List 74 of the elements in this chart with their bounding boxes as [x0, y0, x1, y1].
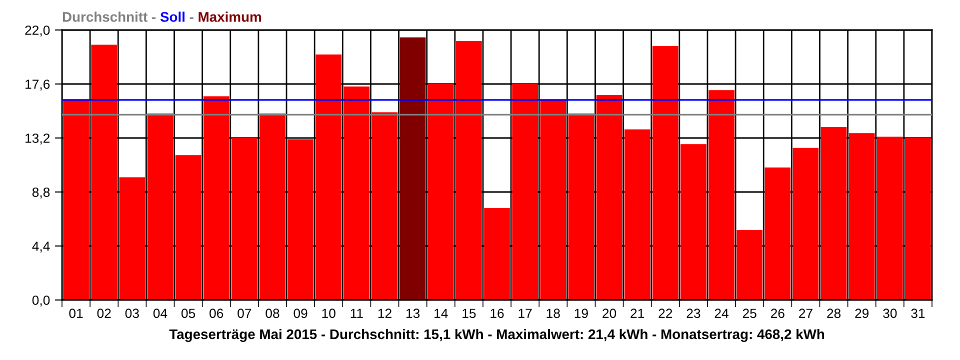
bar: [119, 177, 146, 300]
x-tick-label: 28: [827, 308, 841, 318]
x-tick-label: 07: [238, 308, 252, 318]
x-tick-label: 23: [686, 308, 700, 318]
text: -: [152, 17, 156, 19]
bar: [680, 144, 706, 300]
x-tick-label: 13: [406, 308, 420, 318]
x-tick-label: 20: [602, 308, 616, 318]
bar: [568, 113, 594, 300]
y-tick-label: 4,4: [32, 242, 50, 252]
bar: [484, 208, 510, 300]
bar: [147, 113, 174, 300]
bar: [540, 100, 566, 300]
bar: [764, 167, 791, 300]
x-tick-label: 14: [434, 308, 448, 318]
x-tick-label: 17: [518, 308, 532, 318]
bar: [652, 46, 678, 300]
bar: [736, 230, 762, 300]
x-tick-label: 26: [770, 308, 784, 318]
bar: [232, 138, 258, 300]
bar: [372, 112, 398, 300]
bar: [91, 44, 118, 300]
x-tick-label: 29: [855, 308, 869, 318]
x-tick-label: 09: [294, 308, 308, 318]
bar: [512, 84, 538, 300]
bar: [63, 100, 89, 300]
x-tick-label: 12: [378, 308, 392, 318]
text: Maximum: [198, 12, 261, 22]
x-tick-label: 11: [350, 308, 363, 318]
bar: [288, 139, 314, 300]
bar: [456, 41, 482, 300]
bar: [596, 95, 622, 300]
bar: [624, 129, 650, 300]
x-tick-label: 08: [266, 308, 280, 318]
bar: [260, 113, 286, 300]
text: -: [190, 17, 194, 19]
x-tick-label: 02: [97, 308, 111, 318]
y-tick-label: 22,0: [25, 26, 50, 36]
x-tick-label: 04: [153, 308, 168, 318]
bar: [848, 133, 875, 300]
x-tick-label: 24: [714, 308, 728, 318]
ref-line-label: Durchschnitt: [62, 12, 148, 22]
bar: [792, 148, 819, 300]
x-tick-label: 27: [799, 308, 812, 318]
x-tick-label: 06: [210, 308, 224, 318]
bar: [820, 126, 847, 300]
ref-line-label: Soll: [160, 12, 184, 22]
x-tick-label: 25: [742, 308, 756, 318]
x-tick-label: 21: [630, 308, 644, 318]
y-tick-label: 0,0: [32, 296, 50, 306]
bar: [876, 136, 903, 300]
x-tick-label: 22: [658, 308, 672, 318]
x-tick-label: 30: [883, 308, 897, 318]
x-tick-label: 03: [125, 308, 139, 318]
x-tick-label: 19: [574, 308, 588, 318]
bar: [344, 86, 370, 300]
x-tick-label: 16: [490, 308, 504, 318]
x-tick-label: 05: [181, 308, 196, 318]
x-axis-title: Tageserträge Mai 2015 - Durchschnitt: 15,1 kWh - Maximalwert: 21,4 kWh - Monatsertrag: 468,2 kWh: [169, 328, 824, 342]
x-tick-label: 15: [462, 308, 476, 318]
bar: [400, 37, 426, 300]
bar: [175, 155, 202, 300]
x-tick-label: 01: [69, 308, 83, 318]
bar: [905, 138, 931, 300]
bar: [203, 96, 230, 300]
bar: [428, 84, 454, 300]
bar: [708, 90, 734, 300]
y-tick-label: 13,2: [26, 134, 50, 144]
x-tick-label: 10: [322, 308, 336, 318]
bar: [316, 54, 342, 300]
y-tick-label: 8,8: [32, 188, 50, 198]
x-tick-label: 18: [546, 308, 560, 318]
y-tick-label: 17,6: [26, 80, 50, 90]
x-tick-label: 31: [911, 308, 925, 318]
